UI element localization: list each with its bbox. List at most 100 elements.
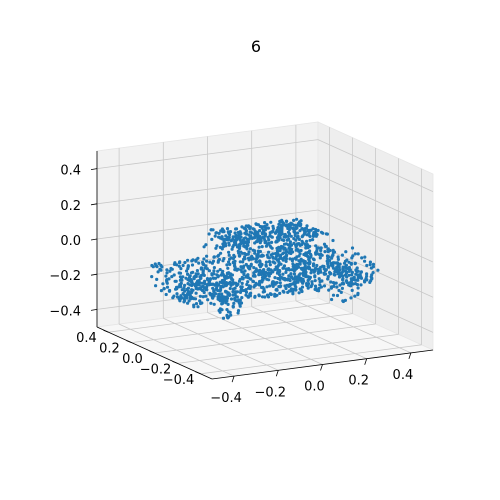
data-point — [221, 259, 225, 263]
data-point — [314, 251, 318, 255]
data-point — [349, 296, 353, 300]
data-point — [194, 302, 199, 306]
data-point — [284, 270, 288, 274]
data-point — [324, 232, 328, 236]
data-point — [311, 268, 315, 272]
data-point — [368, 260, 372, 264]
y-tick-label: −0.2 — [140, 362, 172, 377]
data-point — [180, 288, 184, 292]
data-point — [157, 261, 161, 266]
data-point — [327, 288, 331, 292]
data-point — [331, 238, 335, 243]
data-point — [284, 219, 288, 223]
data-point — [338, 262, 342, 266]
data-point — [203, 282, 207, 286]
data-point — [234, 227, 239, 231]
data-point — [311, 238, 315, 242]
data-point — [243, 269, 247, 273]
data-point — [338, 283, 342, 287]
data-point — [254, 260, 258, 264]
data-point — [304, 273, 308, 277]
data-point — [246, 295, 250, 299]
grid-z-side — [317, 209, 434, 263]
data-point — [234, 242, 238, 246]
data-point — [265, 242, 269, 247]
data-point — [257, 245, 261, 249]
data-point — [224, 290, 228, 294]
grid-y-floor — [131, 313, 353, 343]
data-point — [264, 260, 268, 264]
data-point — [238, 277, 242, 282]
data-point — [179, 267, 183, 271]
data-point — [229, 297, 234, 301]
data-point — [216, 295, 220, 299]
data-point — [267, 274, 271, 278]
data-point — [310, 282, 314, 286]
data-point — [284, 250, 288, 254]
data-point — [314, 234, 318, 238]
data-point — [161, 282, 165, 286]
data-point — [335, 293, 340, 298]
data-point — [244, 262, 248, 267]
data-point — [335, 266, 339, 270]
data-point — [340, 253, 344, 257]
data-point — [264, 240, 268, 244]
data-point — [228, 262, 232, 266]
data-point — [271, 252, 275, 256]
data-point — [282, 223, 286, 227]
data-point — [189, 278, 193, 282]
data-point — [239, 285, 243, 289]
data-point — [284, 259, 288, 263]
data-point — [307, 257, 311, 261]
data-point — [187, 290, 192, 295]
data-point — [365, 278, 369, 282]
data-point — [275, 288, 279, 292]
data-point — [322, 284, 327, 288]
data-point — [318, 283, 322, 287]
data-point — [284, 253, 289, 257]
data-point — [286, 226, 290, 231]
data-point — [287, 274, 291, 278]
data-point — [171, 296, 175, 300]
data-point — [295, 217, 299, 221]
data-point — [179, 276, 184, 280]
data-point — [326, 275, 330, 279]
data-point — [363, 255, 367, 259]
data-point — [248, 226, 252, 231]
data-point — [321, 264, 325, 268]
data-point — [268, 284, 272, 288]
data-point — [206, 298, 210, 302]
data-point — [215, 244, 219, 248]
data-point — [336, 257, 340, 261]
data-point — [359, 270, 363, 274]
data-point — [318, 256, 322, 260]
z-tick-mark — [90, 273, 98, 276]
data-point — [295, 247, 299, 251]
data-point — [266, 235, 270, 239]
data-point — [289, 275, 294, 279]
data-point — [231, 280, 235, 285]
data-point — [317, 286, 321, 290]
data-point — [305, 283, 309, 287]
data-point — [287, 237, 291, 241]
data-point — [210, 272, 214, 276]
data-point — [277, 245, 281, 249]
data-point — [261, 278, 265, 282]
data-point — [249, 263, 253, 268]
data-point — [263, 224, 267, 228]
data-point — [249, 256, 253, 260]
data-point — [202, 257, 206, 261]
data-point — [192, 303, 196, 307]
data-point — [257, 294, 261, 298]
data-point — [303, 231, 307, 235]
data-point — [345, 258, 349, 262]
data-point — [227, 250, 231, 254]
data-point — [222, 230, 226, 234]
data-point — [344, 263, 349, 267]
data-point — [186, 301, 190, 305]
data-point — [178, 271, 183, 275]
data-point — [248, 294, 252, 298]
data-point — [356, 286, 360, 290]
data-point — [273, 276, 277, 280]
y-tick-mark — [195, 371, 201, 375]
